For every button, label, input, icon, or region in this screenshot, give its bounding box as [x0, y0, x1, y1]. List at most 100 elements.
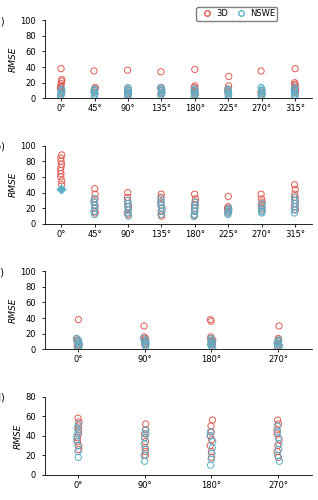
Point	[125, 202, 130, 210]
Point	[58, 84, 63, 92]
Point	[292, 79, 297, 87]
Point	[259, 67, 264, 75]
Point	[126, 206, 131, 214]
Point	[125, 200, 130, 207]
Point	[158, 198, 163, 206]
Point	[192, 212, 197, 220]
Point	[259, 208, 265, 216]
Point	[192, 208, 197, 216]
Point	[276, 334, 281, 342]
Point	[142, 336, 148, 344]
Point	[209, 428, 214, 436]
Point	[293, 200, 298, 207]
Point	[142, 338, 147, 345]
Point	[92, 86, 97, 94]
Point	[292, 209, 297, 217]
Point	[292, 206, 297, 214]
Point	[76, 426, 81, 434]
Point	[92, 88, 97, 96]
Point	[276, 336, 281, 344]
Point	[292, 202, 297, 210]
Point	[259, 202, 265, 210]
Point	[275, 339, 280, 347]
Point	[192, 204, 197, 212]
Point	[277, 458, 282, 466]
Point	[192, 86, 197, 94]
Point	[59, 88, 64, 96]
Point	[59, 157, 64, 165]
Point	[142, 434, 147, 442]
Point	[58, 93, 63, 101]
Point	[259, 90, 265, 98]
Point	[276, 341, 281, 349]
Point	[76, 336, 81, 344]
Point	[143, 339, 149, 347]
Point	[75, 344, 80, 352]
Point	[142, 333, 147, 341]
Point	[76, 442, 81, 450]
Point	[209, 338, 214, 345]
Point	[126, 206, 131, 214]
Point	[74, 436, 79, 444]
Point	[292, 88, 297, 96]
Point	[76, 422, 81, 430]
Point	[59, 177, 64, 185]
Point	[59, 86, 64, 94]
Point	[192, 93, 197, 101]
Point	[293, 200, 298, 207]
Point	[141, 334, 146, 342]
Point	[209, 454, 214, 462]
Point	[275, 428, 280, 436]
Point	[159, 85, 164, 93]
Point	[226, 88, 231, 96]
Point	[259, 88, 264, 96]
Point	[274, 430, 280, 438]
Point	[126, 86, 131, 94]
Point	[276, 338, 281, 345]
Point	[208, 333, 213, 341]
Point	[275, 344, 280, 352]
Point	[126, 212, 131, 220]
Point	[143, 342, 148, 350]
Point	[125, 196, 130, 204]
Point	[159, 84, 164, 92]
Point	[192, 88, 197, 96]
Point	[293, 93, 298, 101]
Point	[192, 210, 197, 218]
Point	[75, 342, 80, 350]
Point	[292, 190, 297, 198]
Point	[159, 86, 164, 94]
Point	[126, 210, 131, 218]
Point	[259, 90, 265, 98]
Point	[209, 317, 214, 325]
Point	[59, 80, 64, 88]
Point	[159, 198, 164, 206]
Point	[142, 341, 148, 349]
Point	[75, 338, 80, 345]
Point	[92, 88, 97, 96]
Point	[225, 86, 231, 94]
Point	[59, 151, 64, 159]
Point	[275, 422, 280, 430]
Point	[225, 93, 231, 101]
Point	[142, 440, 147, 448]
Point	[126, 92, 131, 100]
Point	[225, 204, 230, 212]
Point	[93, 209, 98, 217]
Point	[76, 341, 81, 349]
Point	[92, 210, 97, 218]
Point	[208, 334, 213, 342]
Point	[276, 446, 281, 454]
Point	[143, 420, 148, 428]
Point	[208, 428, 213, 436]
Point	[158, 195, 163, 203]
Point	[225, 85, 231, 93]
Point	[192, 85, 197, 93]
Point	[143, 446, 148, 454]
Point	[159, 85, 164, 93]
Point	[210, 438, 215, 446]
Point	[225, 206, 231, 214]
Point	[125, 188, 130, 196]
Point	[92, 198, 97, 206]
Point	[142, 339, 148, 347]
